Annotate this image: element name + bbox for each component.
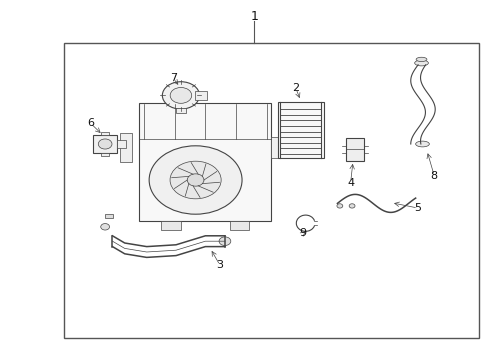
Text: 1: 1	[250, 10, 258, 23]
Bar	[139, 103, 271, 221]
Circle shape	[149, 146, 242, 214]
Bar	[101, 153, 109, 156]
Bar	[271, 137, 283, 158]
Circle shape	[170, 161, 221, 199]
Text: 6: 6	[87, 118, 94, 128]
Text: 8: 8	[430, 171, 437, 181]
Circle shape	[98, 139, 112, 149]
Text: 3: 3	[216, 260, 223, 270]
Text: 5: 5	[414, 203, 421, 213]
Bar	[117, 140, 125, 148]
Circle shape	[336, 204, 342, 208]
Bar	[346, 138, 363, 161]
Ellipse shape	[414, 60, 427, 66]
Bar	[93, 135, 117, 153]
Bar	[120, 133, 132, 162]
Circle shape	[101, 224, 109, 230]
Text: 4: 4	[346, 177, 353, 188]
Bar	[105, 214, 113, 218]
Bar	[277, 102, 323, 158]
Circle shape	[170, 87, 191, 103]
Bar	[101, 132, 109, 135]
Bar	[63, 43, 478, 338]
Ellipse shape	[415, 141, 428, 147]
Text: 2: 2	[292, 83, 299, 93]
Circle shape	[348, 204, 354, 208]
Bar	[194, 91, 206, 100]
Bar	[161, 221, 181, 230]
Ellipse shape	[415, 57, 426, 62]
Bar	[176, 108, 185, 113]
Circle shape	[162, 82, 199, 109]
Circle shape	[219, 237, 230, 246]
Circle shape	[187, 174, 203, 186]
Bar	[229, 221, 249, 230]
Text: 7: 7	[170, 73, 177, 84]
Text: 9: 9	[299, 228, 306, 238]
